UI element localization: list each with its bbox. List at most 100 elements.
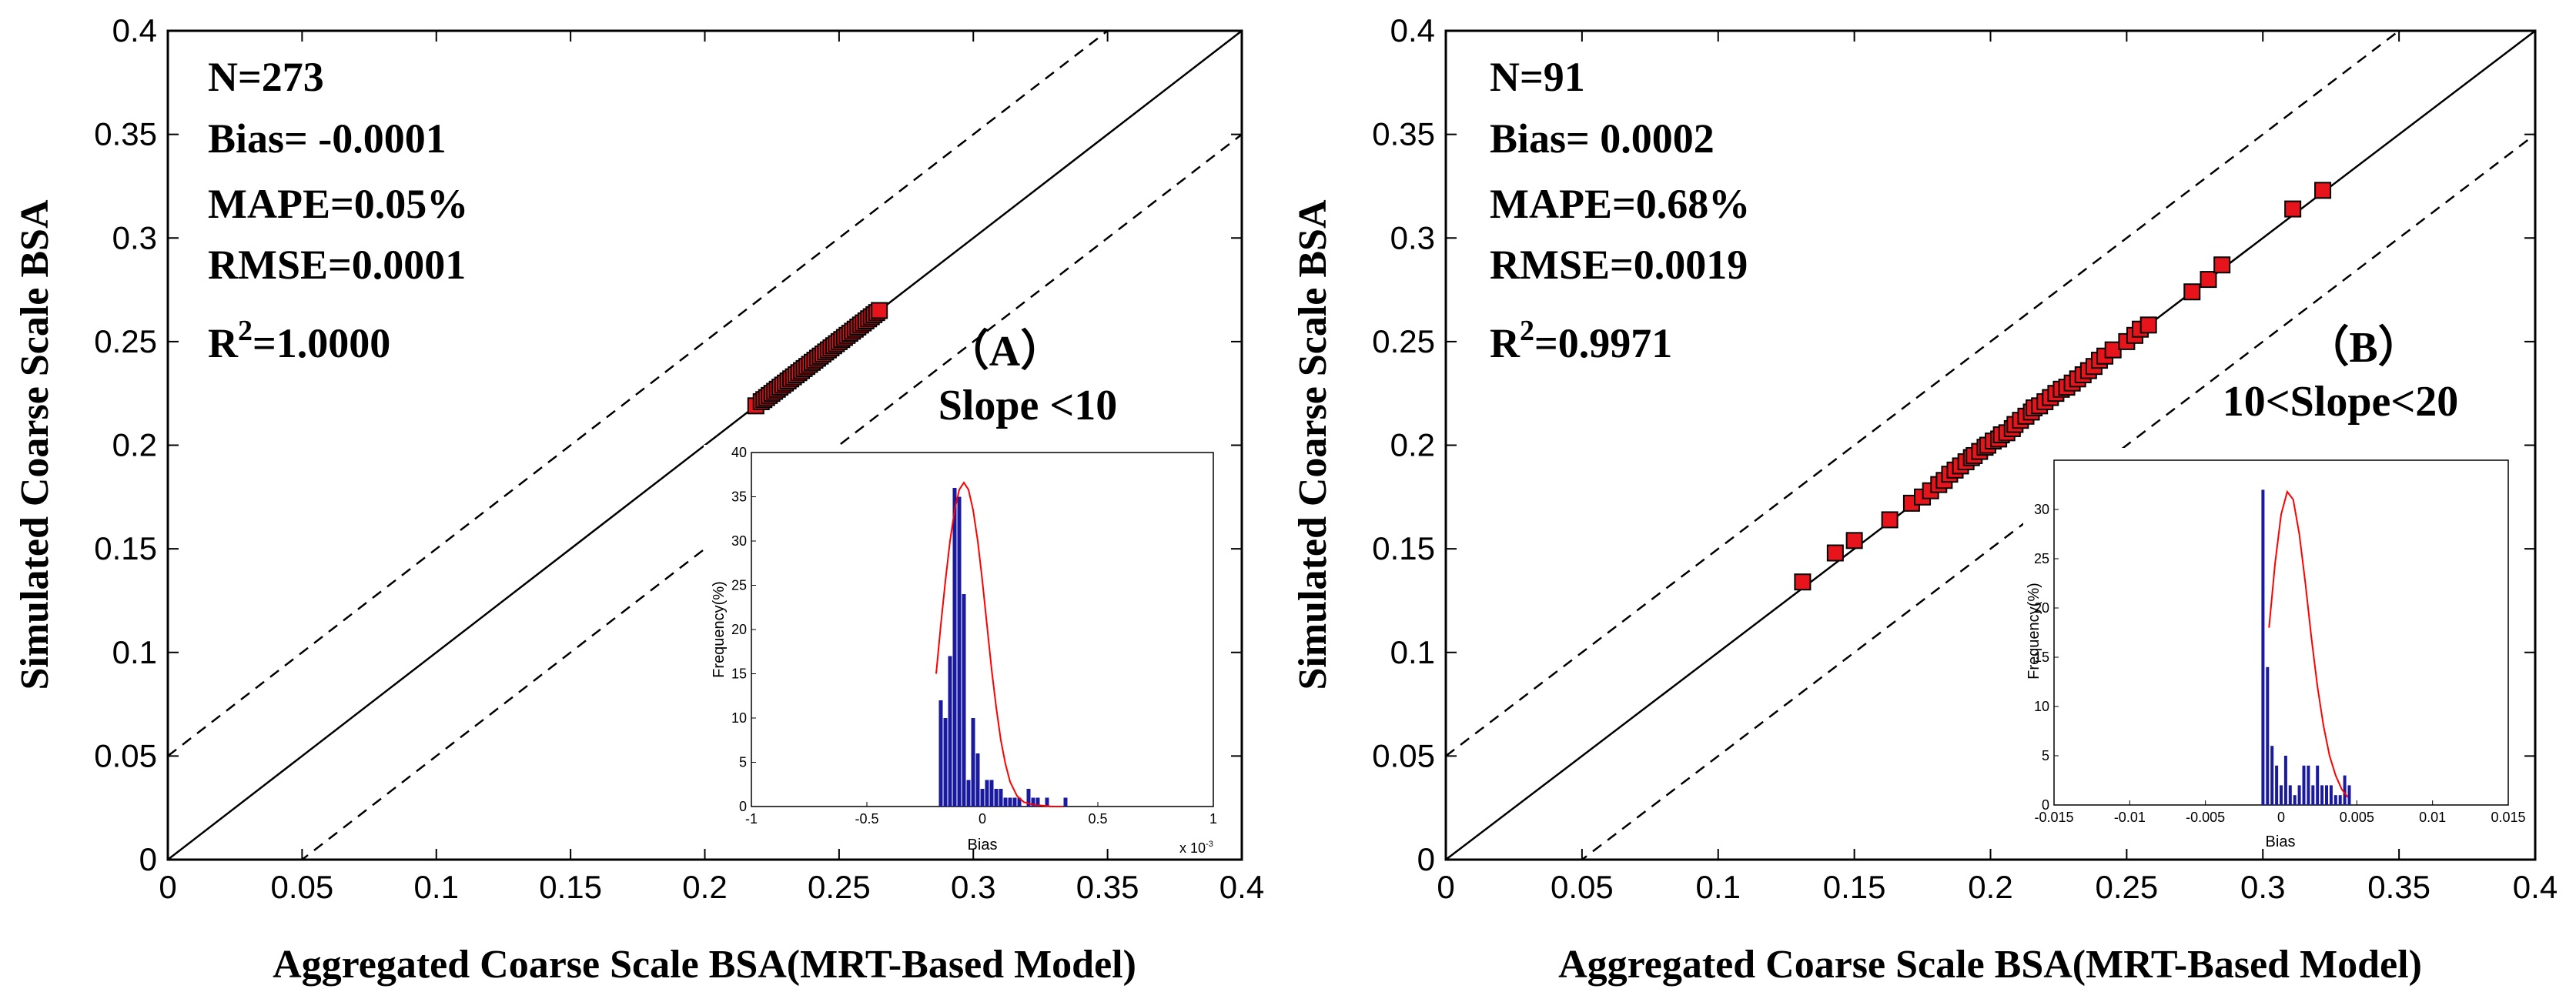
- panel-b-data-point: [1826, 544, 1844, 562]
- panel-a-data-point: [871, 302, 888, 319]
- panel-b-inset: -0.015 -0.01 -0.005 0 0.005 0.01 0.015 0 5 10 15 20…: [2023, 448, 2526, 850]
- panel-b-stat-r2: R2=0.9971: [1490, 315, 1672, 366]
- panel-a-x-tick-label: 0.25: [808, 869, 871, 905]
- panel-b-data-point: [2139, 316, 2157, 334]
- panel-b-stat-mape: MAPE=0.68%: [1490, 181, 1750, 227]
- panel-b-y-tick-label: 0.2: [1390, 427, 1435, 463]
- panel-a-inset-y-tick-label: 40: [731, 445, 747, 460]
- panel-b-data-point: [1845, 532, 1863, 549]
- panel-a-inset-bar: [957, 496, 962, 807]
- panel-a-inset-y-tick-label: 5: [739, 755, 747, 770]
- panel-b-inset-bar: [2325, 785, 2328, 805]
- panel-b-inset-x-tick-label: 0.005: [2340, 810, 2374, 825]
- panel-a-inset-bar: [1003, 797, 1008, 807]
- panel-a-y-tick-label: 0: [139, 841, 157, 877]
- panel-b-inset-ticks: -0.015 -0.01 -0.005 0 0.005 0.01 0.015 0 5 10 15 20…: [2034, 502, 2526, 825]
- panel-b-label: （B）: [2306, 323, 2420, 372]
- panel-a-inset-bars: [938, 488, 1068, 807]
- panel-a-inset-y-label: Frequency(%): [711, 581, 728, 678]
- panel-a-inset-x-tick-label: -0.5: [855, 811, 878, 827]
- panel-b-y-tick-label: 0: [1417, 841, 1435, 877]
- panel-a-inset-y-tick-label: 25: [731, 578, 747, 593]
- panel-a-inset-bar: [975, 753, 980, 807]
- panel-b-data-point: [2183, 283, 2201, 301]
- panel-b-stat-rmse: RMSE=0.0019: [1490, 242, 1748, 288]
- panel-a-inset-y-tick-label: 10: [731, 710, 747, 726]
- panel-b-inset-bar: [2333, 795, 2337, 805]
- panel-a-y-tick-label: 0.15: [94, 530, 157, 566]
- panel-a-condition: Slope <10: [938, 382, 1118, 429]
- panel-a-inset-x-label: Bias: [968, 837, 998, 853]
- panel-b-y-tick-label: 0.35: [1372, 116, 1435, 152]
- panel-a-x-axis-label: Aggregated Coarse Scale BSA(MRT-Based Mo…: [273, 943, 1136, 987]
- panel-a-ticks: 0 0.05 0.1 0.15 0.2 0.25 0.3 0.35 0.400.050.10.1…: [94, 12, 1264, 905]
- panel-b-data-point: [1881, 511, 1899, 529]
- panel-b: 0 0.05 0.1 0.15 0.2 0.25 0.3 0.35 0.400.050.10.1…: [1291, 12, 2558, 987]
- panel-b-inset-bar: [2329, 785, 2333, 805]
- panel-a-inset-bar: [952, 488, 957, 807]
- panel-b-inset-bar: [2283, 756, 2287, 805]
- panel-b-x-tick-label: 0.3: [2240, 869, 2285, 905]
- panel-a-y-axis-label: Simulated Coarse Scale BSA: [13, 199, 57, 690]
- panel-b-inset-bar: [2302, 765, 2306, 805]
- panel-a-inset-bar: [985, 780, 989, 807]
- panel-a-line-lower: [300, 133, 1242, 860]
- panel-b-inset-x-tick-label: -0.005: [2186, 810, 2225, 825]
- panel-b-ticks: 0 0.05 0.1 0.15 0.2 0.25 0.3 0.35 0.400.050.10.1…: [1372, 12, 2558, 905]
- panel-a-x-tick-label: 0.15: [539, 869, 602, 905]
- panel-a-inset-bar: [1012, 797, 1017, 807]
- panel-b-inset-x-tick-label: -0.015: [2034, 810, 2073, 825]
- panel-b-data-point: [2213, 256, 2231, 274]
- panel-b-x-tick-label: 0.25: [2096, 869, 2159, 905]
- panel-b-x-tick-label: 0.15: [1823, 869, 1886, 905]
- panel-b-data-point: [2314, 182, 2332, 199]
- panel-a-inset-bar: [943, 718, 948, 807]
- panel-b-inset-y-tick-label: 5: [2042, 748, 2049, 763]
- panel-a-inset-bar: [1017, 797, 1022, 807]
- panel-b-x-tick-label: 0.2: [1968, 869, 2012, 905]
- panel-a-inset-bar: [938, 700, 943, 807]
- panel-b-inset-y-tick-label: 0: [2042, 797, 2049, 813]
- panel-a-inset-x-tick-label: 0: [979, 811, 986, 827]
- panel-a-stat-rmse: RMSE=0.0001: [208, 242, 466, 288]
- panel-b-condition: 10<Slope<20: [2223, 378, 2459, 426]
- panel-b-inset-x-label: Bias: [2266, 833, 2296, 850]
- panel-b-inset-x-tick-label: 0.01: [2419, 810, 2446, 825]
- panel-b-inset-x-tick-label: -0.01: [2114, 810, 2146, 825]
- panel-b-inset-bars: [2261, 489, 2351, 805]
- panel-b-inset-bar: [2266, 666, 2270, 805]
- panel-a-inset-bar: [962, 594, 966, 807]
- panel-a-inset-bar: [971, 718, 975, 807]
- panel-a-inset-bar: [1031, 797, 1035, 807]
- panel-a-points: [747, 302, 888, 415]
- panel-b-inset-y-label: Frequency(%): [2026, 583, 2042, 680]
- panel-a-label: （A）: [946, 327, 1063, 376]
- panel-b-line-upper: [1446, 31, 2401, 757]
- panel-a-y-tick-label: 0.3: [112, 219, 157, 256]
- panel-a-line-upper: [168, 31, 1109, 757]
- panel-b-inset-bar: [2270, 746, 2274, 805]
- panel-a-y-tick-label: 0.25: [94, 323, 157, 359]
- panel-b-y-tick-label: 0.15: [1372, 530, 1435, 566]
- panel-a-inset-bar: [989, 780, 994, 807]
- panel-b-data-point: [2200, 271, 2217, 289]
- panel-b-inset-bar: [2261, 489, 2265, 805]
- panel-b-y-tick-label: 0.25: [1372, 323, 1435, 359]
- panel-a-inset-y-tick-label: 35: [731, 489, 747, 505]
- panel-a-y-tick-label: 0.35: [94, 116, 157, 152]
- panel-a-inset-x-exponent: x 10-3: [1179, 840, 1213, 856]
- panel-a-inset-bar: [1026, 789, 1031, 807]
- panel-b-line-lower: [1580, 133, 2535, 860]
- panel-a: 0 0.05 0.1 0.15 0.2 0.25 0.3 0.35 0.400.050.10.1…: [13, 12, 1264, 987]
- panel-b-x-tick-label: 0.1: [1696, 869, 1741, 905]
- panel-b-data-point: [2284, 200, 2302, 218]
- panel-a-x-tick-label: 0.2: [682, 869, 727, 905]
- panel-b-inset-bar: [2288, 785, 2292, 805]
- panel-b-inset-bar: [2347, 785, 2351, 805]
- panel-a-x-tick-label: 0.35: [1076, 869, 1139, 905]
- panel-b-y-tick-label: 0.4: [1390, 12, 1435, 48]
- panel-b-stat-n: N=91: [1490, 54, 1585, 100]
